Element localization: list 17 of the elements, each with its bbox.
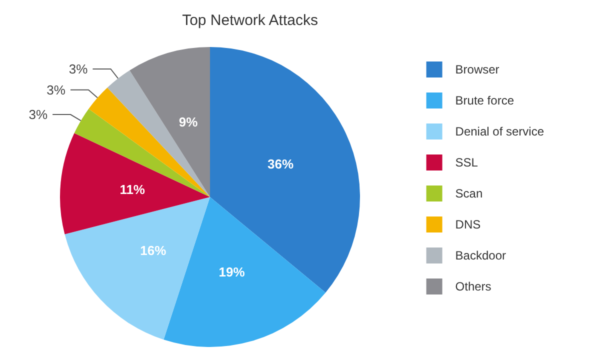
legend-label: Brute force <box>455 94 514 108</box>
legend-label: Backdoor <box>455 248 506 262</box>
data-label: 19% <box>218 264 246 280</box>
legend-label: Denial of service <box>455 124 544 138</box>
data-label: 3% <box>68 61 88 76</box>
legend-label: Scan <box>455 186 483 200</box>
legend-label: Others <box>455 280 492 294</box>
data-label: 16% <box>140 242 167 258</box>
chart-title: Top Network Attacks <box>182 12 318 29</box>
data-label: 36% <box>268 156 294 172</box>
legend-label: Browser <box>455 62 500 76</box>
legend-label: DNS <box>455 218 481 232</box>
legend-label: SSL <box>455 156 478 170</box>
data-label: 11% <box>120 182 146 198</box>
data-label: 9% <box>178 114 198 130</box>
data-label: 3% <box>28 107 48 122</box>
data-label: 3% <box>46 82 66 98</box>
